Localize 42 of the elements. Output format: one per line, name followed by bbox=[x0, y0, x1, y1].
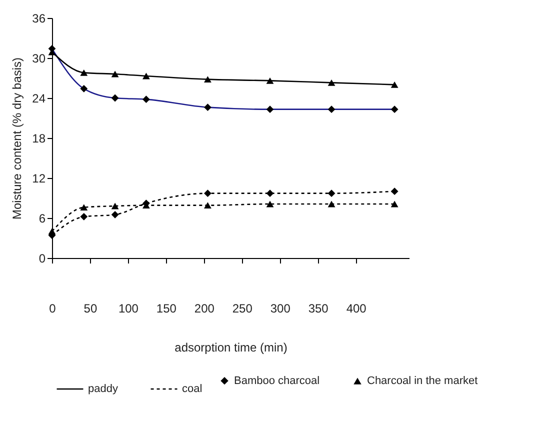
point bbox=[266, 200, 274, 208]
point bbox=[80, 212, 88, 220]
point bbox=[390, 188, 398, 196]
y-tick-label: 18 bbox=[32, 132, 46, 146]
x-tick-label: 200 bbox=[194, 302, 215, 316]
x-tick-label: 100 bbox=[118, 302, 139, 316]
point bbox=[204, 76, 212, 83]
x-tick-label: 150 bbox=[156, 302, 177, 316]
point bbox=[328, 190, 336, 198]
point bbox=[80, 204, 88, 211]
y-axis-title: Moisture content (% dry basis) bbox=[10, 57, 24, 220]
x-tick-label: 250 bbox=[232, 302, 253, 316]
y-tick-label: 24 bbox=[32, 92, 46, 106]
y-tick-label: 6 bbox=[38, 212, 46, 226]
point bbox=[111, 210, 119, 218]
point bbox=[390, 200, 398, 208]
point bbox=[266, 77, 274, 84]
point bbox=[80, 69, 88, 76]
point bbox=[204, 202, 212, 209]
x-tick-label: 300 bbox=[270, 302, 291, 316]
point bbox=[204, 190, 212, 198]
point bbox=[328, 200, 336, 208]
x-tick-label: 0 bbox=[49, 302, 56, 316]
point bbox=[390, 81, 398, 88]
y-tick-label: 30 bbox=[32, 52, 46, 66]
y-tick-label: 12 bbox=[32, 172, 46, 186]
y-tick-label: 0 bbox=[38, 252, 46, 266]
x-tick-label: 50 bbox=[84, 302, 98, 316]
x-tick-label: 350 bbox=[308, 302, 329, 316]
y-tick-label: 36 bbox=[32, 12, 46, 26]
point bbox=[328, 79, 336, 86]
text: Bamboo charcoal bbox=[234, 374, 320, 387]
point bbox=[111, 70, 119, 78]
point bbox=[142, 72, 150, 80]
text: Charcoal in the market bbox=[367, 375, 478, 388]
point bbox=[48, 228, 56, 235]
point bbox=[266, 190, 274, 198]
text: paddy bbox=[88, 383, 118, 395]
point bbox=[111, 202, 119, 210]
x-tick-label: 400 bbox=[346, 302, 367, 316]
text: coal bbox=[182, 383, 202, 395]
x-axis-title: adsorption time (min) bbox=[174, 340, 288, 354]
